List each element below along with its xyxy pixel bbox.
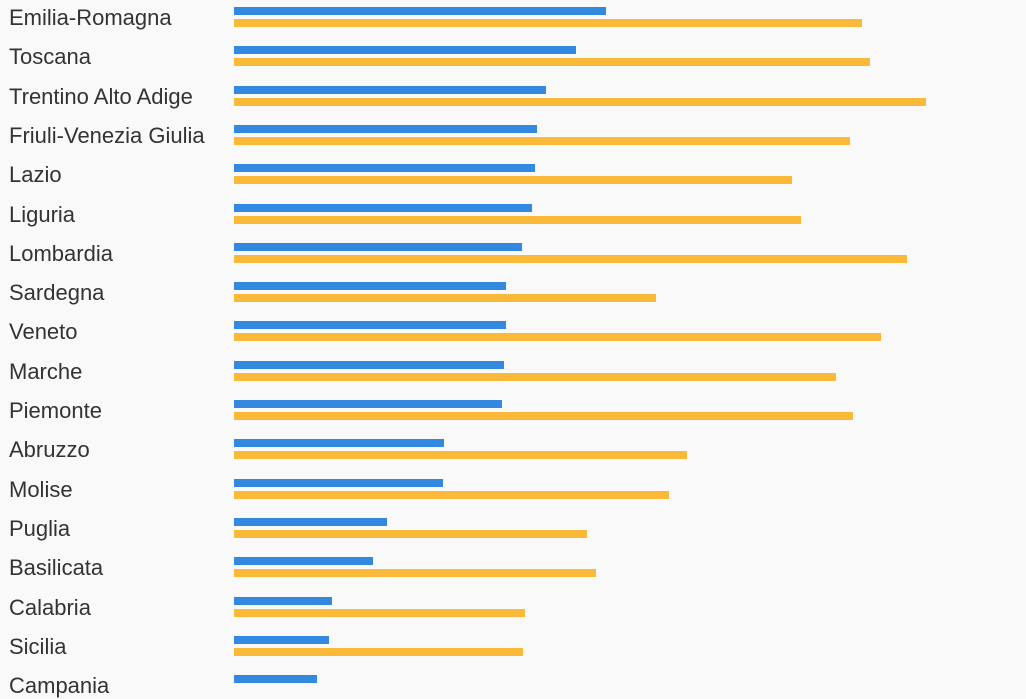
category-label: Sardegna bbox=[9, 280, 105, 306]
category-label: Puglia bbox=[9, 515, 71, 541]
bar-series-2 bbox=[234, 333, 881, 342]
category-label: Trentino Alto Adige bbox=[9, 83, 193, 109]
bar-series-2 bbox=[234, 372, 836, 381]
bar-series-1 bbox=[234, 360, 504, 369]
bar-series-2 bbox=[234, 97, 926, 106]
bar-series-2 bbox=[234, 412, 853, 420]
bar-series-1 bbox=[234, 203, 532, 212]
bar-series-1 bbox=[234, 124, 537, 133]
bar-series-1 bbox=[234, 7, 606, 15]
category-label: Basilicata bbox=[9, 555, 104, 581]
bar-series-2 bbox=[234, 451, 687, 460]
category-label: Sicilia bbox=[9, 633, 67, 659]
category-label: Marche bbox=[9, 358, 83, 384]
bar-series-2 bbox=[234, 136, 850, 145]
category-label: Abruzzo bbox=[9, 437, 90, 463]
bar-series-1 bbox=[234, 46, 576, 55]
bar-series-1 bbox=[234, 478, 443, 487]
bar-series-1 bbox=[234, 635, 329, 644]
bar-series-1 bbox=[234, 557, 373, 566]
category-label: Friuli-Venezia Giulia bbox=[9, 122, 205, 148]
category-label: Veneto bbox=[9, 319, 78, 345]
category-label: Liguria bbox=[9, 201, 76, 227]
bar-series-1 bbox=[234, 321, 506, 330]
bar-series-1 bbox=[234, 596, 332, 605]
category-label: Piemonte bbox=[9, 398, 102, 423]
bar-series-1 bbox=[234, 242, 522, 251]
bar-series-1 bbox=[234, 517, 387, 526]
category-label: Toscana bbox=[9, 44, 91, 70]
bar-series-2 bbox=[234, 215, 801, 224]
bar-series-2 bbox=[234, 294, 656, 303]
bar-series-2 bbox=[234, 647, 523, 656]
bar-series-2 bbox=[234, 608, 525, 617]
bar-series-2 bbox=[234, 569, 596, 578]
bar-series-1 bbox=[234, 675, 317, 684]
horizontal-bar-chart: Emilia-Romagna Toscana Trentino Alto Adige… bbox=[9, 5, 926, 698]
bar-series-1 bbox=[234, 85, 546, 94]
bar-series-2 bbox=[234, 254, 907, 263]
bar-series-1 bbox=[234, 439, 444, 448]
category-label: Lazio bbox=[9, 162, 62, 188]
bar-series-2 bbox=[234, 19, 862, 27]
bar-series-2 bbox=[234, 176, 792, 185]
bar-series-1 bbox=[234, 400, 502, 408]
bar-series-1 bbox=[234, 164, 535, 173]
category-label: Emilia-Romagna bbox=[9, 5, 172, 30]
category-label: Lombardia bbox=[9, 240, 113, 266]
category-label: Calabria bbox=[9, 594, 91, 620]
bar-series-1 bbox=[234, 282, 506, 291]
bar-series-2 bbox=[234, 529, 587, 538]
category-label: Molise bbox=[9, 476, 73, 502]
category-label: Campania bbox=[9, 673, 110, 699]
bar-series-2 bbox=[234, 490, 669, 499]
bar-series-2 bbox=[234, 58, 870, 67]
